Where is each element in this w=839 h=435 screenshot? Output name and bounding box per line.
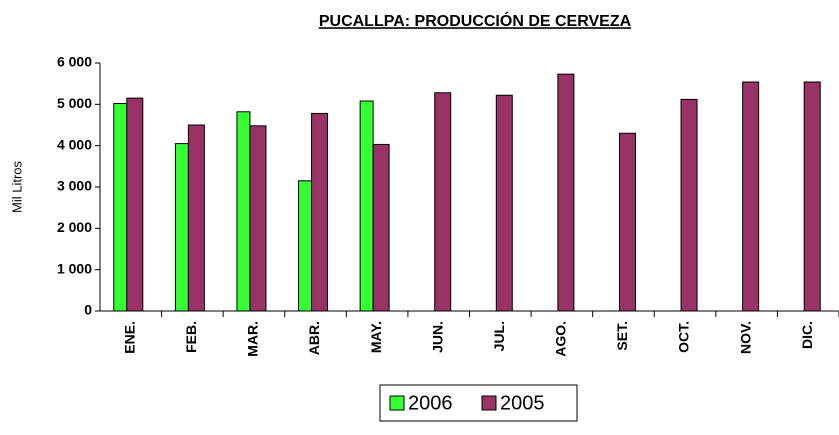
bar [557, 73, 575, 312]
y-tick-label: 5 000 [57, 95, 92, 111]
bar [298, 180, 313, 312]
bar [187, 124, 205, 312]
bar [236, 111, 251, 312]
x-tick-label: ABR. [306, 321, 322, 355]
bar [495, 94, 513, 312]
x-tick-label: JUL. [491, 321, 507, 351]
x-tick-label: DIC. [799, 321, 815, 349]
bar [372, 143, 390, 312]
bar [359, 100, 374, 312]
bar [742, 81, 760, 312]
x-tick-label: AGO. [553, 321, 569, 357]
bar [249, 125, 267, 312]
x-tick-label: MAY. [368, 321, 384, 353]
bar [113, 103, 128, 312]
x-tick-label: OCT. [676, 321, 692, 353]
bar [174, 143, 189, 312]
y-tick-label: 3 000 [57, 178, 92, 194]
y-tick-label: 1 000 [57, 260, 92, 276]
chart-title: PUCALLPA: PRODUCCIÓN DE CERVEZA [319, 11, 632, 30]
y-tick-label: 2 000 [57, 219, 92, 235]
y-tick-label: 4 000 [57, 136, 92, 152]
x-tick-label: NOV. [737, 321, 753, 354]
y-axis-label: Mil Litros [9, 161, 24, 214]
bar [311, 112, 329, 312]
bar [434, 92, 452, 312]
legend-label: 2005 [500, 392, 545, 414]
x-tick-label: MAR. [245, 321, 261, 357]
bar [126, 97, 144, 312]
legend-box [379, 384, 578, 422]
x-tick-label: SET. [614, 321, 630, 351]
legend-swatch [481, 395, 497, 411]
bar [803, 81, 821, 312]
x-tick-label: JUN. [429, 321, 445, 353]
x-tick-label: ENE. [121, 321, 137, 354]
legend-swatch [389, 395, 405, 411]
y-tick-label: 0 [84, 302, 92, 318]
bar [618, 132, 636, 312]
x-tick-label: FEB. [183, 321, 199, 353]
bar [680, 98, 698, 312]
y-tick-label: 6 000 [57, 54, 92, 70]
legend-label: 2006 [408, 392, 453, 414]
